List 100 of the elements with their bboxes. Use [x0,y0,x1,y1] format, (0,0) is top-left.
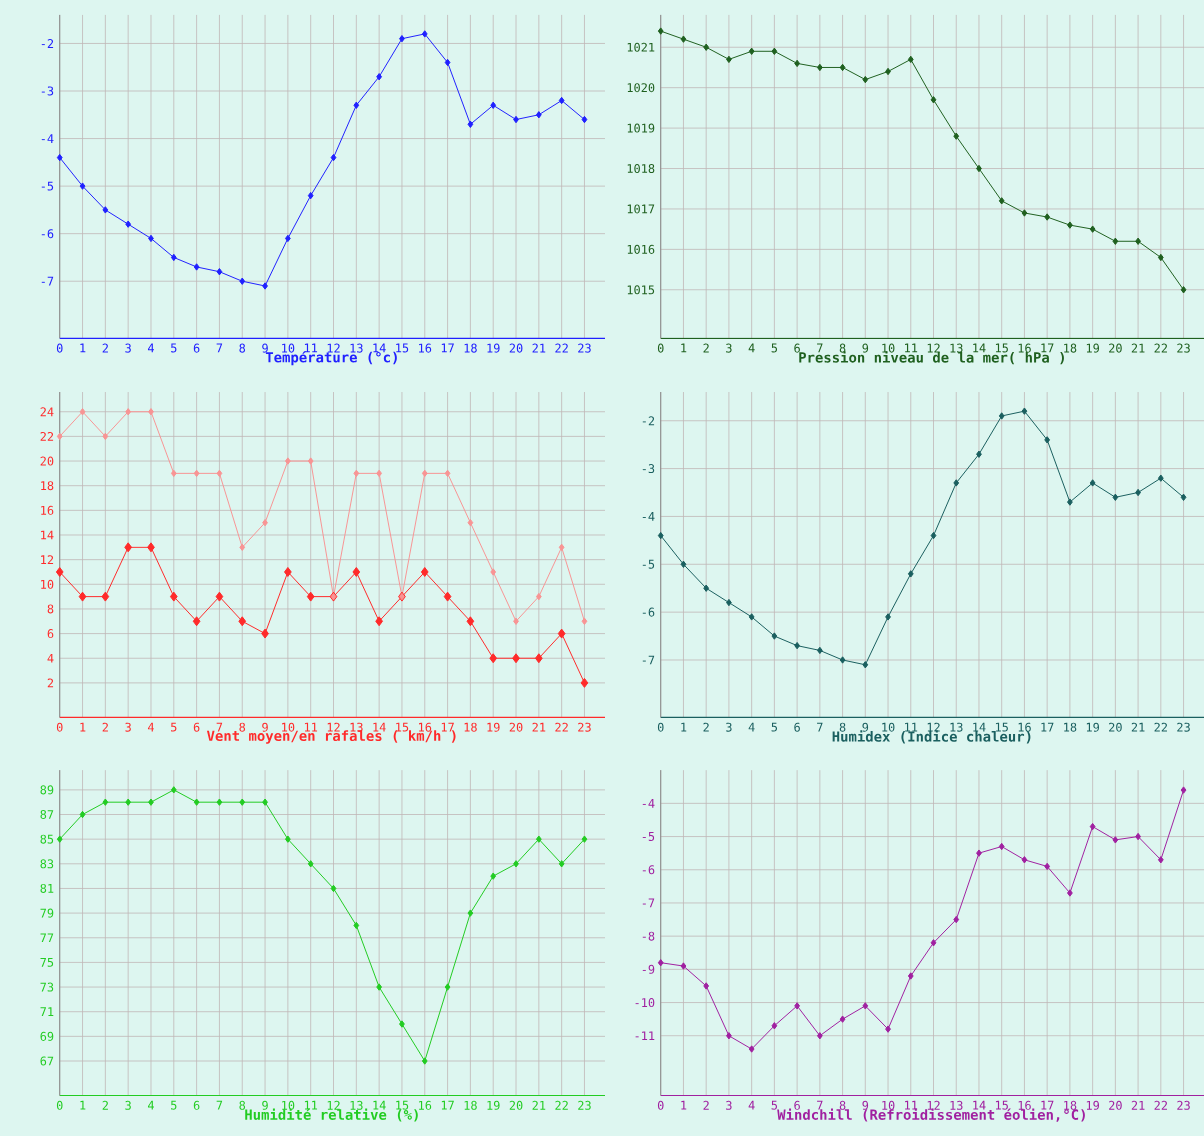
x-tick-label: 11 [905,1100,918,1110]
x-tick-label: 15 [995,343,1008,353]
x-tick-label: 22 [1154,722,1167,732]
x-tick-label: 5 [171,343,177,353]
x-tick-label: 10 [282,343,295,353]
x-tick-label: 10 [882,343,895,353]
x-tick-label: 11 [905,722,918,732]
x-tick-label: 6 [794,1100,800,1110]
x-tick-label: 5 [171,722,177,732]
y-tick-label: -8 [642,931,655,941]
x-tick-label: 10 [882,1100,895,1110]
x-tick-label: 14 [373,343,386,353]
y-tick-label: 73 [40,982,54,992]
y-tick-label: -10 [635,997,655,1007]
x-tick-label: 20 [509,1100,523,1110]
x-tick-label: 18 [1064,343,1077,353]
y-tick-label: -5 [642,559,655,569]
x-tick-label: 22 [555,1100,568,1110]
x-tick-label: 2 [102,722,108,732]
y-tick-label: 89 [40,785,54,795]
y-tick-label: -6 [642,865,655,875]
y-tick-label: 71 [40,1007,54,1016]
y-tick-label: 1021 [627,42,655,52]
y-tick-label: -2 [642,416,655,426]
x-tick-label: 22 [555,722,568,732]
y-tick-label: -5 [642,831,655,841]
y-tick-label: 20 [40,456,54,466]
x-tick-label: 14 [973,722,986,732]
x-tick-label: 19 [487,343,500,353]
x-tick-label: 0 [56,343,63,353]
x-tick-label: 18 [464,722,477,732]
x-tick-label: 14 [973,343,986,353]
x-tick-label: 16 [419,722,432,732]
x-tick-label: 15 [396,722,409,732]
y-tick-label: -3 [41,86,54,96]
x-tick-label: 14 [973,1100,986,1110]
y-tick-label: 24 [40,407,54,417]
x-tick-label: 4 [748,343,755,353]
x-tick-label: 0 [657,722,664,732]
x-tick-label: 4 [147,343,155,353]
y-tick-label: 1020 [627,83,655,93]
x-tick-label: 14 [373,1100,386,1110]
x-tick-label: 20 [1109,343,1122,353]
x-tick-label: 8 [839,1100,846,1110]
x-tick-label: 20 [509,343,523,353]
y-tick-label: -11 [635,1031,655,1040]
x-tick-label: 0 [657,343,664,353]
x-tick-label: 12 [327,1100,340,1110]
x-tick-label: 13 [950,722,963,732]
x-tick-label: 6 [794,343,800,353]
x-tick-label: 6 [193,1100,200,1110]
x-tick-label: 17 [1041,722,1054,732]
y-tick-label: 69 [40,1031,54,1041]
x-tick-label: 11 [304,722,318,732]
x-tick-label: 4 [147,722,155,732]
x-tick-label: 2 [703,1100,709,1110]
x-tick-label: 1 [80,343,86,353]
x-tick-label: 18 [1064,722,1077,732]
y-tick-label: 87 [40,809,54,819]
y-tick-label: -6 [41,229,54,239]
x-tick-label: 5 [771,1100,778,1110]
x-tick-label: 8 [239,343,246,353]
x-tick-label: 16 [1018,722,1031,732]
x-tick-label: 22 [1154,1100,1167,1110]
x-tick-label: 9 [262,722,268,732]
y-tick-label: 12 [41,555,54,564]
y-tick-label: -3 [642,463,655,473]
x-tick-label: 10 [282,1100,295,1110]
x-tick-label: 4 [147,1100,155,1110]
x-tick-label: 15 [995,1100,1008,1110]
x-tick-label: 2 [102,1100,108,1110]
x-tick-label: 1 [681,722,687,732]
x-tick-label: 18 [464,343,477,353]
x-tick-label: 13 [350,343,363,353]
x-tick-label: 8 [239,1100,246,1110]
x-tick-label: 13 [950,1100,963,1110]
y-tick-label: 1019 [627,123,655,133]
x-tick-label: 9 [262,1100,268,1110]
x-tick-label: 16 [1018,1100,1031,1110]
y-tick-label: 77 [40,933,54,942]
y-tick-label: 75 [40,957,54,967]
x-tick-label: 23 [1177,343,1190,353]
x-tick-label: 12 [927,1100,940,1110]
y-tick-label: -4 [642,511,655,521]
x-tick-label: 2 [703,343,709,353]
x-tick-label: 2 [703,722,709,732]
x-tick-label: 3 [125,343,131,353]
x-tick-label: 5 [771,722,778,732]
x-tick-label: 17 [1041,343,1054,353]
x-tick-label: 22 [1154,343,1167,353]
y-tick-label: 1017 [627,204,655,214]
y-tick-label: -7 [642,655,655,665]
x-tick-label: 1 [681,343,687,353]
x-tick-label: 4 [748,722,755,732]
y-tick-label: 85 [40,834,54,844]
x-tick-label: 9 [862,343,869,353]
x-tick-label: 23 [578,343,591,353]
x-tick-label: 1 [80,1100,86,1110]
y-tick-label: -4 [642,798,655,808]
x-tick-label: 9 [262,343,268,353]
